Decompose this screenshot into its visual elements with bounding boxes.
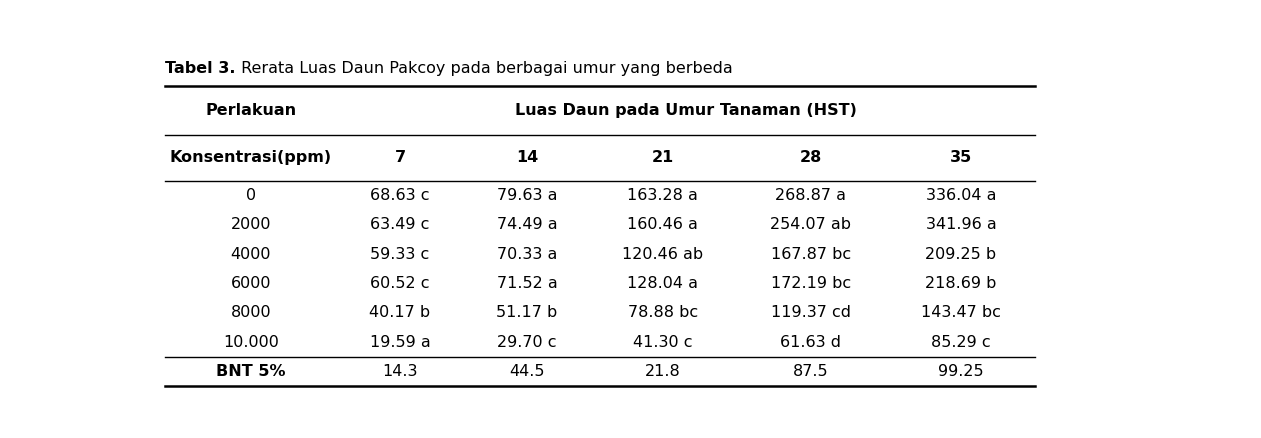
Text: 128.04 a: 128.04 a <box>628 276 699 291</box>
Text: 167.87 bc: 167.87 bc <box>770 247 851 261</box>
Text: 119.37 cd: 119.37 cd <box>770 305 851 320</box>
Text: 160.46 a: 160.46 a <box>628 217 699 232</box>
Text: 4000: 4000 <box>231 247 271 261</box>
Text: 6000: 6000 <box>231 276 271 291</box>
Text: 120.46 ab: 120.46 ab <box>623 247 704 261</box>
Text: 209.25 b: 209.25 b <box>926 247 996 261</box>
Text: 268.87 a: 268.87 a <box>776 188 846 203</box>
Text: 63.49 c: 63.49 c <box>371 217 430 232</box>
Text: 41.30 c: 41.30 c <box>633 335 692 350</box>
Text: 28: 28 <box>799 151 822 166</box>
Text: 172.19 bc: 172.19 bc <box>770 276 851 291</box>
Text: 336.04 a: 336.04 a <box>926 188 996 203</box>
Text: 10.000: 10.000 <box>223 335 279 350</box>
Text: 14.3: 14.3 <box>382 364 417 379</box>
Text: 35: 35 <box>950 151 972 166</box>
Text: 74.49 a: 74.49 a <box>497 217 557 232</box>
Text: 85.29 c: 85.29 c <box>931 335 991 350</box>
Text: 163.28 a: 163.28 a <box>628 188 699 203</box>
Text: 254.07 ab: 254.07 ab <box>770 217 851 232</box>
Text: 79.63 a: 79.63 a <box>497 188 557 203</box>
Text: 21.8: 21.8 <box>644 364 681 379</box>
Text: Luas Daun pada Umur Tanaman (HST): Luas Daun pada Umur Tanaman (HST) <box>514 103 856 118</box>
Text: Perlakuan: Perlakuan <box>206 103 296 118</box>
Text: 61.63 d: 61.63 d <box>781 335 841 350</box>
Text: 21: 21 <box>652 151 673 166</box>
Text: 40.17 b: 40.17 b <box>369 305 430 320</box>
Text: 59.33 c: 59.33 c <box>371 247 430 261</box>
Text: 143.47 bc: 143.47 bc <box>921 305 1001 320</box>
Text: 44.5: 44.5 <box>509 364 545 379</box>
Text: 51.17 b: 51.17 b <box>497 305 557 320</box>
Text: 29.70 c: 29.70 c <box>497 335 557 350</box>
Text: 14: 14 <box>516 151 538 166</box>
Text: 341.96 a: 341.96 a <box>926 217 996 232</box>
Text: 78.88 bc: 78.88 bc <box>628 305 697 320</box>
Text: 68.63 c: 68.63 c <box>371 188 430 203</box>
Text: 7: 7 <box>395 151 406 166</box>
Text: 87.5: 87.5 <box>793 364 828 379</box>
Text: BNT 5%: BNT 5% <box>216 364 286 379</box>
Text: 99.25: 99.25 <box>938 364 984 379</box>
Text: 8000: 8000 <box>231 305 271 320</box>
Text: Tabel 3.: Tabel 3. <box>165 61 236 76</box>
Text: Rerata Luas Daun Pakcoy pada berbagai umur yang berbeda: Rerata Luas Daun Pakcoy pada berbagai um… <box>236 61 733 76</box>
Text: 2000: 2000 <box>231 217 271 232</box>
Text: 71.52 a: 71.52 a <box>497 276 557 291</box>
Text: 0: 0 <box>246 188 256 203</box>
Text: Konsentrasi(ppm): Konsentrasi(ppm) <box>170 151 332 166</box>
Text: 19.59 a: 19.59 a <box>369 335 430 350</box>
Text: 218.69 b: 218.69 b <box>926 276 996 291</box>
Text: 70.33 a: 70.33 a <box>497 247 557 261</box>
Text: 60.52 c: 60.52 c <box>371 276 430 291</box>
